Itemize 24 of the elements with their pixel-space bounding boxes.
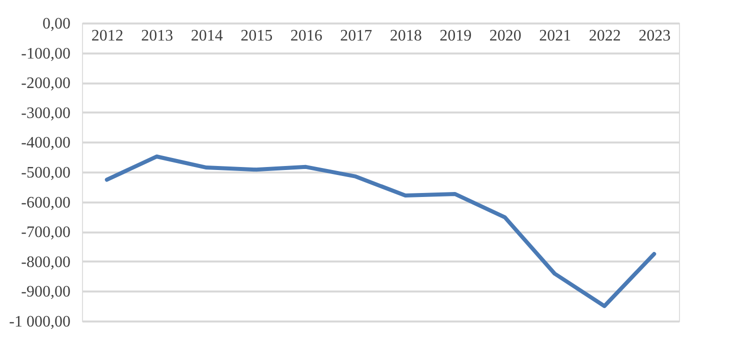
y-tick-label: -600,00 [21, 194, 70, 212]
x-tick-label: 2014 [190, 28, 223, 44]
y-tick-label: -200,00 [21, 75, 70, 92]
y-tick-label: -700,00 [21, 224, 70, 242]
x-tick-label: 2022 [588, 28, 621, 44]
x-tick-label: 2020 [489, 28, 522, 44]
y-tick-label: -100,00 [21, 45, 70, 62]
line-series [104, 154, 656, 308]
x-tick-label: 2023 [638, 28, 671, 44]
x-tick-label: 2017 [340, 28, 372, 44]
y-tick-label: -900,00 [21, 284, 70, 301]
x-tick-label: 2012 [91, 28, 124, 44]
y-tick-label: 0,00 [42, 16, 70, 32]
x-tick-label: 2015 [240, 28, 273, 44]
x-tick-label: 2018 [390, 28, 422, 44]
x-tick-label: 2019 [440, 28, 472, 44]
y-tick-label: -400,00 [21, 134, 70, 152]
x-tick-label: 2016 [290, 28, 322, 44]
x-tick-label: 2021 [539, 28, 572, 44]
y-tick-label: -500,00 [21, 164, 70, 182]
y-tick-label: -800,00 [21, 254, 70, 271]
y-tick-label: -300,00 [21, 104, 70, 122]
y-tick-label: -1 000,00 [9, 314, 70, 330]
x-tick-label: 2013 [141, 28, 174, 44]
